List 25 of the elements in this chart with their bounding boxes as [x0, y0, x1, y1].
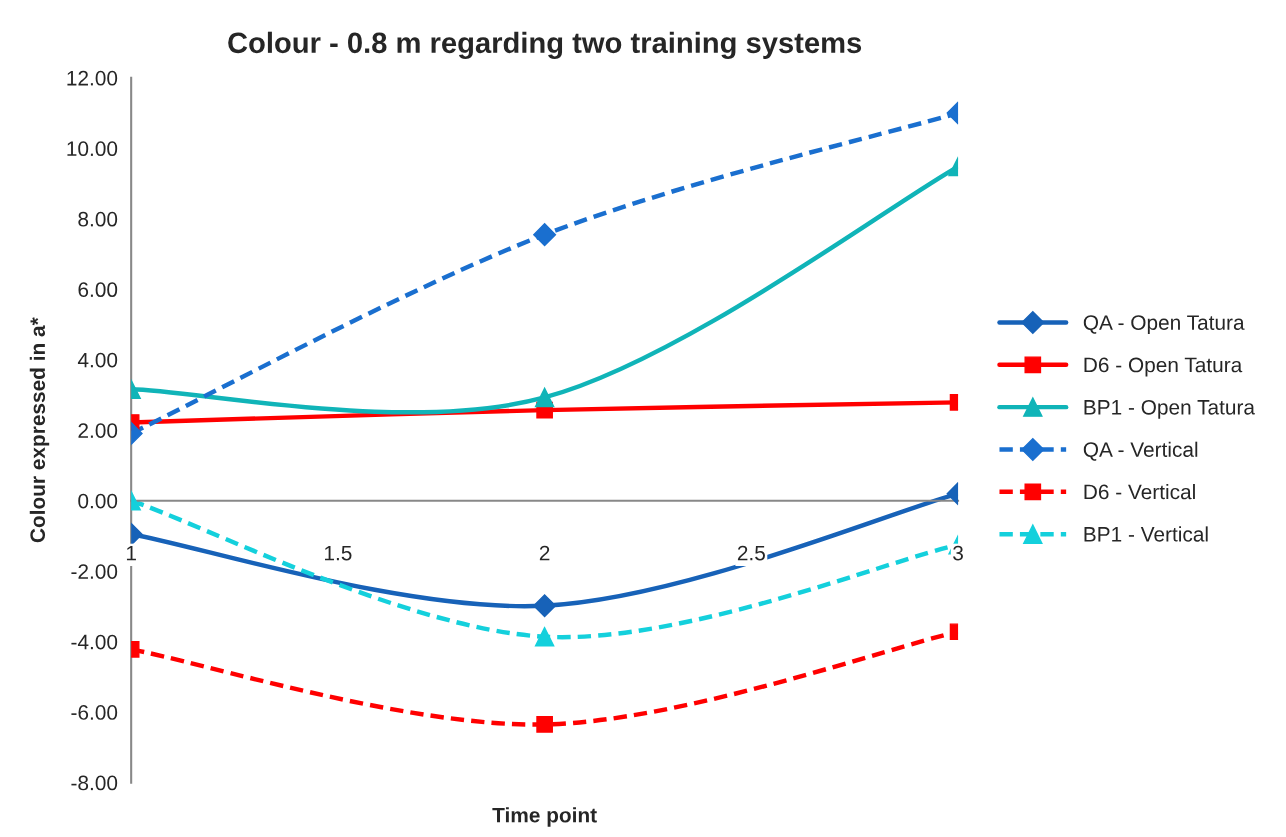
legend-label: D6 - Vertical: [1084, 484, 1195, 500]
x-tick-label: 2: [539, 545, 550, 561]
y-tick-label: 0.00: [78, 493, 118, 509]
x-tick-label: 1: [126, 545, 136, 561]
y-tick-label: -4.00: [71, 634, 118, 650]
x-tick-label: 1.5: [325, 545, 352, 561]
legend-label: QA - Vertical: [1083, 441, 1198, 461]
chart-title: Colour - 0.8 m regarding two training systems: [228, 31, 862, 60]
y-axis-title: Colour expressed in a*: [29, 317, 50, 543]
y-tick-label: 8.00: [78, 211, 118, 227]
x-tick-label: 3: [953, 545, 963, 561]
y-tick-label: 10.00: [67, 141, 118, 157]
x-axis-title: Time point: [492, 807, 597, 827]
legend-label: QA - Open Tatura: [1083, 315, 1245, 335]
y-tick-label: 4.00: [77, 352, 118, 368]
y-tick-label: 2.00: [78, 423, 118, 438]
legend-label: D6 - Open Tatura: [1084, 357, 1243, 377]
y-tick-label: -2.00: [71, 564, 118, 579]
y-tick-label: 6.00: [78, 282, 118, 298]
legend-label: BP1 - Vertical: [1084, 526, 1208, 542]
x-tick-label: 2.5: [737, 545, 765, 561]
y-tick-label: -6.00: [71, 705, 118, 720]
legend-label: BP1 - Open Tatura: [1084, 399, 1255, 419]
y-tick-label: 12.00: [67, 70, 118, 86]
y-tick-label: -8.00: [71, 775, 118, 791]
